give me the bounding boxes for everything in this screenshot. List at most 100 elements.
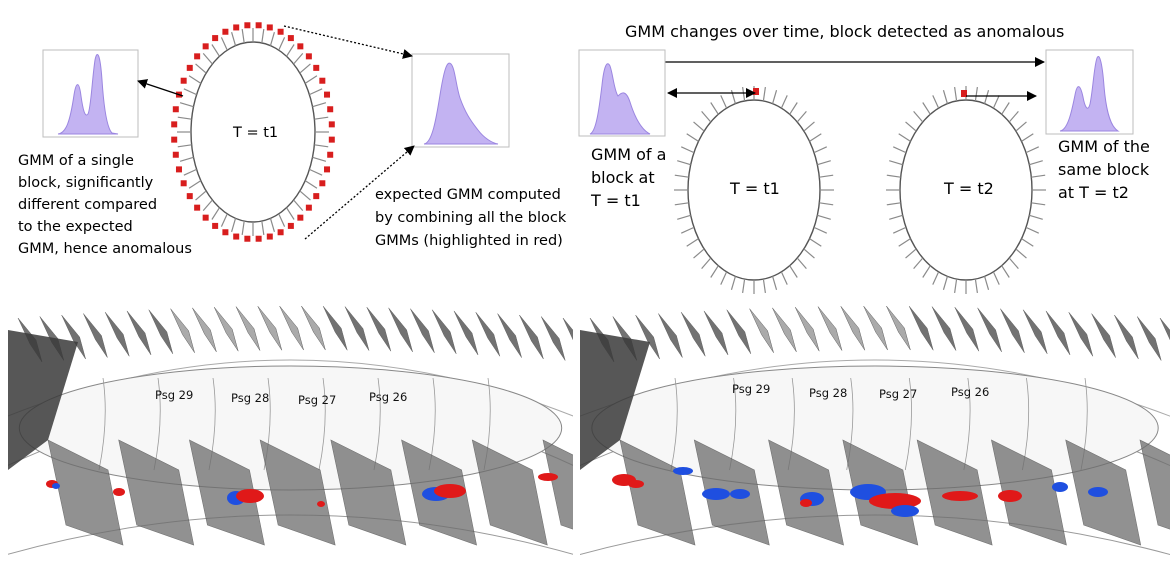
blade-back: [954, 306, 980, 352]
block-marker: [212, 35, 219, 42]
blade-spoke: [220, 37, 228, 51]
blade-spoke: [817, 160, 831, 166]
blade-back: [680, 312, 706, 357]
block-marker: [180, 180, 187, 187]
blade-spoke: [269, 218, 275, 232]
blade-spoke: [730, 90, 736, 104]
blade-spoke: [1025, 226, 1040, 234]
blade-spoke: [789, 102, 798, 115]
blade-spoke: [701, 257, 712, 269]
block-marker: [202, 214, 209, 221]
ring-label-t1: T = t1: [729, 179, 780, 198]
block-marker: [297, 43, 304, 50]
block-marker: [324, 166, 331, 173]
anomaly-blob: [434, 484, 466, 498]
block-marker: [233, 233, 240, 240]
arrow-dotted-top: [283, 25, 413, 59]
blade-spoke: [942, 90, 948, 104]
blade-spoke: [686, 238, 699, 247]
block-marker: [186, 193, 193, 200]
blade-back: [431, 309, 457, 354]
anomaly-blob: [891, 505, 919, 517]
block-marker: [297, 214, 304, 221]
block-marker: [266, 24, 273, 31]
blade-back: [475, 312, 501, 357]
block-marker: [266, 233, 273, 240]
blade-spoke: [269, 32, 275, 46]
blade-spoke: [293, 53, 304, 65]
blade-back: [863, 305, 888, 351]
block-marker: [244, 235, 251, 242]
blade-back: [1045, 310, 1071, 356]
block-marker: [171, 136, 178, 143]
blade-spoke: [211, 44, 220, 57]
blade-back: [279, 305, 304, 351]
single-block-caption: GMM of a single block, significantly dif…: [18, 153, 192, 257]
block-marker: [327, 106, 334, 113]
blade-back: [1091, 313, 1116, 358]
blade-spoke: [1031, 174, 1046, 178]
anomaly-blob: [942, 491, 978, 501]
anomaly-blob: [1052, 482, 1068, 492]
blade-spoke: [932, 95, 940, 109]
passage-label-28-right: Psg 28: [809, 386, 847, 400]
anomaly-blob: [538, 473, 558, 481]
blade-back: [1068, 312, 1094, 357]
blade-spoke: [789, 265, 798, 278]
blade-spoke: [188, 180, 202, 189]
anomaly-blob: [702, 488, 730, 500]
blade-spoke: [278, 37, 286, 51]
anomaly-blob: [869, 493, 921, 509]
block-marker: [277, 28, 284, 35]
block-marker: [222, 28, 229, 35]
passage-divider: [318, 377, 326, 471]
blade-spoke: [261, 220, 265, 236]
passage-label-27-right: Psg 27: [879, 387, 917, 401]
block-marker: [202, 43, 209, 50]
passage-label-29-left: Psg 29: [155, 388, 193, 402]
blade-back: [817, 306, 843, 351]
blade-front: [471, 439, 548, 546]
blade-back: [749, 308, 774, 353]
blade-spoke: [905, 248, 917, 259]
blade-spoke: [1031, 202, 1046, 206]
blade-back: [148, 309, 174, 354]
blade-spoke: [304, 75, 318, 84]
blade-spoke: [984, 90, 990, 104]
arrow-to-single-gmm: [137, 79, 184, 97]
blade-spoke: [202, 199, 213, 211]
blade-spoke: [195, 190, 207, 201]
block-marker: [186, 64, 193, 71]
blade-spoke: [693, 248, 705, 259]
blade-spoke: [819, 174, 834, 178]
blade-spoke: [780, 271, 788, 285]
blade-back: [388, 307, 413, 353]
blade-back: [83, 313, 108, 358]
blade-spoke: [701, 111, 712, 123]
blade-back: [562, 317, 573, 341]
blade-spoke: [762, 278, 766, 294]
blade-spoke: [913, 257, 924, 269]
blade-back: [170, 308, 195, 353]
blade-spoke: [1015, 121, 1027, 132]
blade-spoke: [720, 95, 728, 109]
blade-spoke: [293, 199, 304, 211]
blade-spoke: [309, 88, 323, 96]
blade-back: [1022, 309, 1048, 354]
blade-back: [519, 314, 544, 360]
render-right: Psg 29 Psg 28 Psg 27 Psg 26: [580, 296, 1170, 558]
caption-block-t2: GMM of the same block at T = t2: [1058, 137, 1155, 202]
block-marker: [244, 22, 251, 29]
blade-spoke: [772, 276, 778, 290]
ring-t2-right: [886, 86, 1046, 294]
blade-spoke: [710, 102, 719, 115]
blade-spoke: [286, 207, 295, 220]
blade-spoke: [796, 257, 807, 269]
highlighted-block-t2: [961, 90, 967, 97]
blade-back: [192, 307, 217, 353]
blade-spoke: [202, 53, 213, 65]
blade-spoke: [762, 86, 766, 102]
blade-front: [330, 439, 407, 546]
blade-spoke: [796, 111, 807, 123]
block-marker: [328, 121, 335, 128]
